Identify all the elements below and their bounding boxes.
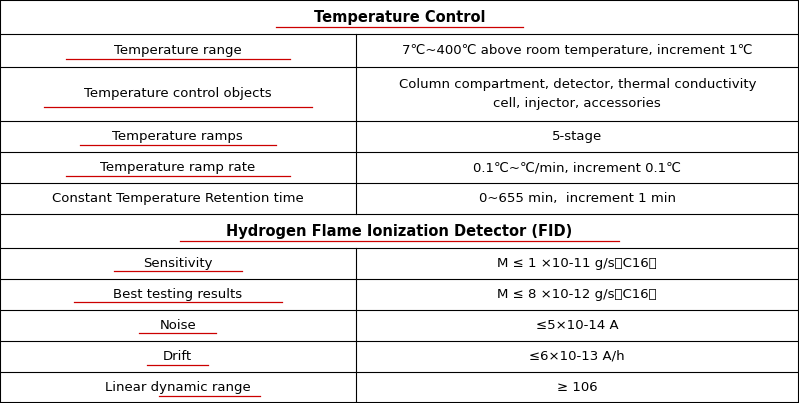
Text: Temperature range: Temperature range: [114, 44, 241, 57]
Text: Best testing results: Best testing results: [113, 288, 242, 301]
Text: Temperature Control: Temperature Control: [314, 10, 485, 25]
Text: Temperature control objects: Temperature control objects: [84, 87, 272, 100]
Text: ≤6×10-13 A/h: ≤6×10-13 A/h: [530, 350, 625, 363]
Text: Temperature ramp rate: Temperature ramp rate: [100, 161, 256, 174]
Text: Constant Temperature Retention time: Constant Temperature Retention time: [52, 192, 304, 205]
Text: 5-stage: 5-stage: [552, 130, 602, 143]
Text: Column compartment, detector, thermal conductivity: Column compartment, detector, thermal co…: [399, 78, 756, 91]
Text: 7℃~400℃ above room temperature, increment 1℃: 7℃~400℃ above room temperature, incremen…: [402, 44, 753, 57]
Text: Temperature ramps: Temperature ramps: [113, 130, 243, 143]
Text: 0~655 min,  increment 1 min: 0~655 min, increment 1 min: [479, 192, 676, 205]
Text: 0.1℃~℃/min, increment 0.1℃: 0.1℃~℃/min, increment 0.1℃: [473, 161, 682, 174]
Text: Drift: Drift: [163, 350, 193, 363]
Text: ≤5×10-14 A: ≤5×10-14 A: [536, 319, 618, 332]
Text: M ≤ 8 ×10-12 g/s（C16）: M ≤ 8 ×10-12 g/s（C16）: [498, 288, 657, 301]
Text: Noise: Noise: [160, 319, 196, 332]
Text: cell, injector, accessories: cell, injector, accessories: [494, 97, 661, 110]
Text: M ≤ 1 ×10-11 g/s（C16）: M ≤ 1 ×10-11 g/s（C16）: [498, 257, 657, 270]
Text: Hydrogen Flame Ionization Detector (FID): Hydrogen Flame Ionization Detector (FID): [226, 224, 573, 239]
Text: Sensitivity: Sensitivity: [143, 257, 213, 270]
Text: Linear dynamic range: Linear dynamic range: [105, 381, 251, 394]
Text: ≥ 106: ≥ 106: [557, 381, 598, 394]
